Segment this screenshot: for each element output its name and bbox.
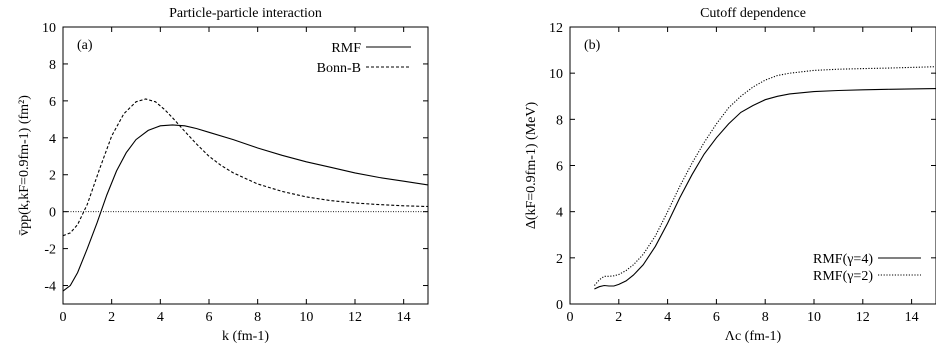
x-tick-label: 14 — [397, 310, 411, 325]
y-tick-label: 6 — [556, 160, 563, 175]
chart-title: Particle-particle interaction — [169, 6, 322, 21]
x-tick-label: 6 — [206, 310, 213, 325]
y-tick-label: 4 — [556, 206, 563, 221]
series-line-2 — [63, 98, 428, 237]
y-tick-label: 0 — [49, 206, 56, 221]
x-tick-label: 8 — [254, 310, 261, 325]
chart-title: Cutoff dependence — [700, 6, 806, 21]
y-tick-label: 6 — [49, 95, 56, 110]
x-tick-label: 2 — [108, 310, 115, 325]
y-tick-label: 0 — [556, 298, 563, 313]
x-tick-label: 4 — [157, 310, 164, 325]
y-tick-label: 8 — [556, 113, 563, 128]
x-axis-label: k (fm-1) — [222, 329, 269, 344]
x-tick-label: 0 — [567, 310, 574, 325]
series-line-1 — [63, 124, 428, 292]
panel-b: 0 2 4 6 8 10 12 14 0 2 4 6 8 10 12 RMF(γ=4) RMF(γ=2) Cuto… — [524, 6, 936, 344]
plot-frame — [569, 26, 936, 305]
x-axis-label: Λc (fm-1) — [725, 329, 782, 344]
legend-label: Bonn-B — [317, 61, 361, 76]
panel-label: (a) — [77, 38, 93, 53]
y-tick-label: 2 — [49, 169, 56, 184]
series-line-2 — [593, 66, 936, 286]
y-axis-label: v̄pp(k,kF=0.9fm-1) (fm²) — [17, 95, 32, 236]
x-tick-label: 12 — [348, 310, 362, 325]
panel-label: (b) — [584, 38, 601, 53]
y-axis-label: Δ(kF=0.9fm-1) (MeV) — [524, 102, 539, 230]
x-tick-label: 6 — [713, 310, 720, 325]
x-tick-label: 10 — [299, 310, 313, 325]
x-tick-label: 14 — [905, 310, 919, 325]
x-tick-label: 8 — [762, 310, 769, 325]
x-tick-label: 10 — [807, 310, 821, 325]
y-tick-label: -2 — [44, 243, 56, 258]
y-tick-label: 10 — [549, 67, 563, 82]
y-tick-label: 10 — [42, 21, 56, 36]
y-tick-label: 8 — [49, 58, 56, 73]
x-tick-label: 4 — [664, 310, 671, 325]
legend-label: RMF(γ=2) — [813, 269, 873, 284]
legend-label: RMF(γ=4) — [813, 252, 873, 267]
x-tick-label: 2 — [615, 310, 622, 325]
y-tick-label: -4 — [44, 280, 56, 295]
panel-a: 0 2 4 6 8 10 12 14 -4 -2 0 2 4 6 8 10 RMF Bonn-B Particle-… — [17, 6, 429, 344]
x-tick-label: 0 — [60, 310, 67, 325]
y-tick-label: 4 — [49, 132, 56, 147]
x-tick-label: 12 — [856, 310, 870, 325]
plot-frame — [62, 26, 429, 305]
series-line-1 — [594, 88, 936, 290]
legend-label: RMF — [331, 41, 361, 56]
y-tick-label: 12 — [549, 21, 563, 36]
y-tick-label: 2 — [556, 252, 563, 267]
